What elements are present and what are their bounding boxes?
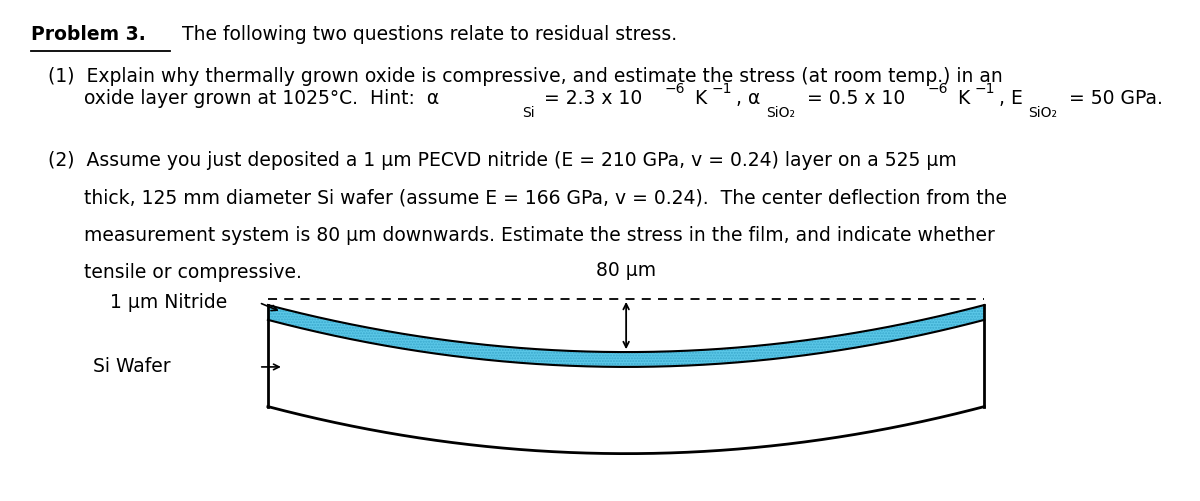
Text: Problem 3.: Problem 3. <box>31 25 145 44</box>
Text: −1: −1 <box>974 83 995 97</box>
Text: The following two questions relate to residual stress.: The following two questions relate to re… <box>170 25 677 44</box>
Text: 1 μm Nitride: 1 μm Nitride <box>110 293 227 312</box>
Text: measurement system is 80 μm downwards. Estimate the stress in the film, and indi: measurement system is 80 μm downwards. E… <box>48 226 995 244</box>
Text: K: K <box>689 89 708 108</box>
Text: Si Wafer: Si Wafer <box>94 357 170 376</box>
Text: SiO₂: SiO₂ <box>766 106 794 120</box>
Text: oxide layer grown at 1025°C.  Hint:  α: oxide layer grown at 1025°C. Hint: α <box>48 89 439 108</box>
Text: K: K <box>953 89 971 108</box>
Text: (2)  Assume you just deposited a 1 μm PECVD nitride (E = 210 GPa, v = 0.24) laye: (2) Assume you just deposited a 1 μm PEC… <box>48 151 956 170</box>
Text: = 50 GPa.: = 50 GPa. <box>1063 89 1163 108</box>
Text: Si: Si <box>522 106 535 120</box>
Polygon shape <box>268 305 984 367</box>
Text: −1: −1 <box>712 83 732 97</box>
Text: tensile or compressive.: tensile or compressive. <box>48 263 301 282</box>
Text: SiO₂: SiO₂ <box>1028 106 1057 120</box>
Text: = 2.3 x 10: = 2.3 x 10 <box>538 89 642 108</box>
Text: −6: −6 <box>928 83 948 97</box>
Text: (1)  Explain why thermally grown oxide is compressive, and estimate the stress (: (1) Explain why thermally grown oxide is… <box>48 67 1003 86</box>
Text: = 0.5 x 10: = 0.5 x 10 <box>800 89 905 108</box>
Text: −6: −6 <box>665 83 685 97</box>
Polygon shape <box>268 320 984 453</box>
Text: 80 μm: 80 μm <box>596 261 656 280</box>
Text: , α: , α <box>737 89 761 108</box>
Text: , E: , E <box>1000 89 1024 108</box>
Text: thick, 125 mm diameter Si wafer (assume E = 166 GPa, v = 0.24).  The center defl: thick, 125 mm diameter Si wafer (assume … <box>48 188 1007 207</box>
